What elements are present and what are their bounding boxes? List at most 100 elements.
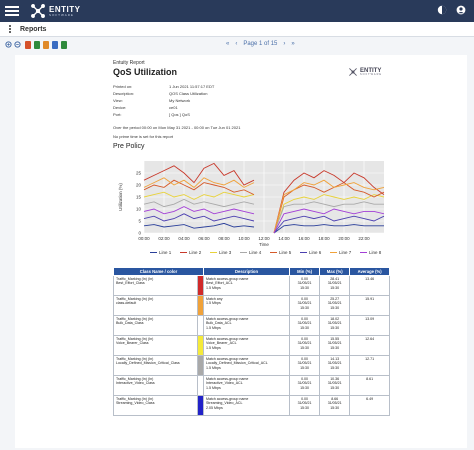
legend-label: Line 7 bbox=[339, 250, 352, 255]
class-name-cell: Traffic_Marking (In) (In) class-default bbox=[113, 295, 198, 316]
x-tick-label: 12:00 bbox=[258, 236, 270, 241]
pagination: « ‹ Page 1 of 15 › » bbox=[226, 41, 295, 47]
export-pdf-icon[interactable] bbox=[25, 41, 31, 49]
min-cell: 0.00 31/05/21 15:30 bbox=[288, 295, 321, 316]
y-tick-label: 15 bbox=[136, 195, 142, 200]
report-toolbar: « ‹ Page 1 of 15 › » bbox=[0, 40, 474, 52]
x-tick-label: 14:00 bbox=[278, 236, 290, 241]
description-cell: Match any 1.5 Mbps bbox=[203, 295, 290, 316]
entuity-report-logo-icon bbox=[349, 68, 357, 76]
logo-sub: SOFTWARE bbox=[49, 12, 74, 17]
table-row: Traffic_Marking (In) (In) Best_Effort_Cla… bbox=[113, 275, 390, 296]
class-name-cell: Traffic_Marking (In) (In) Interactive_Vid… bbox=[113, 375, 198, 396]
y-tick-label: 20 bbox=[136, 183, 142, 188]
section-title: Pre Policy bbox=[113, 143, 145, 150]
utilization-chart: 0 5 10 15 20 25 00:00 02:00 04:00 06:00 08:00 10:00… bbox=[118, 161, 385, 255]
column-header: Class Name / color bbox=[113, 267, 204, 276]
average-cell: 12.64 bbox=[349, 335, 390, 356]
export-excel-icon[interactable] bbox=[34, 41, 40, 49]
class-name-cell: Traffic_Marking (In) (In) Best_Effort_Cla… bbox=[113, 275, 198, 296]
y-tick-label: 5 bbox=[138, 219, 141, 224]
zoom-out-icon[interactable] bbox=[14, 41, 22, 49]
description-cell: Match access-group name Voice_Bearer_ACL 1… bbox=[203, 335, 290, 356]
min-cell: 0.00 31/05/21 15:30 bbox=[288, 335, 321, 356]
description-cell: Match access-group name Interactive_Video… bbox=[203, 375, 290, 396]
report-document: Entuity Report QoS Utilization ENTITY SO… bbox=[15, 55, 467, 448]
series-line bbox=[143, 222, 384, 234]
page-title: Reports bbox=[20, 25, 47, 33]
x-tick-label: 00:00 bbox=[138, 236, 150, 241]
entuity-logo: ENTITY SOFTWARE bbox=[31, 4, 80, 18]
column-header: Min (%) bbox=[288, 267, 321, 276]
column-header: Average (%) bbox=[349, 267, 390, 276]
average-cell: 15.91 bbox=[349, 295, 390, 316]
table-row: Traffic_Marking (In) (In) Locally_Defined… bbox=[113, 355, 390, 376]
description-cell: Match access-group name Streaming_Video_A… bbox=[203, 395, 290, 416]
y-tick-label: 10 bbox=[136, 207, 142, 212]
legend-label: Line 1 bbox=[159, 250, 172, 255]
description-cell: Match access-group name Best_Effort_ACL 1.… bbox=[203, 275, 290, 296]
x-tick-label: 10:00 bbox=[238, 236, 250, 241]
x-tick-label: 08:00 bbox=[218, 236, 230, 241]
average-cell: 13.09 bbox=[349, 315, 390, 336]
theme-toggle-icon[interactable] bbox=[437, 5, 447, 15]
meta-value: [ Qos ] QoS bbox=[169, 112, 190, 117]
table-header-row: Class Name / color Description Min (%) Max … bbox=[113, 267, 390, 276]
average-cell: 13.46 bbox=[349, 275, 390, 296]
legend-label: Line 6 bbox=[309, 250, 322, 255]
meta-key: Device: bbox=[113, 105, 127, 110]
export-word-icon[interactable] bbox=[52, 41, 58, 49]
max-cell: 10.36 31/05/21 15:30 bbox=[319, 375, 351, 396]
meta-key: View: bbox=[113, 98, 123, 103]
table-row: Traffic_Marking (In) (In) Bulk_Data_Class… bbox=[113, 315, 390, 336]
column-header: Max (%) bbox=[319, 267, 351, 276]
top-navigation-bar: ENTITY SOFTWARE bbox=[0, 0, 474, 22]
y-axis-label: Utilization (%) bbox=[118, 183, 123, 211]
x-tick-label: 06:00 bbox=[198, 236, 210, 241]
series-line bbox=[143, 177, 385, 234]
export-csv-icon[interactable] bbox=[43, 41, 49, 49]
table-row: Traffic_Marking (In) (In) Voice_Bearer_Cl… bbox=[113, 335, 390, 356]
previous-page-button[interactable]: ‹ bbox=[235, 41, 238, 47]
first-page-button[interactable]: « bbox=[226, 41, 230, 47]
report-logo-sub: SOFTWARE bbox=[360, 72, 383, 76]
export-xlsx-icon[interactable] bbox=[61, 41, 67, 49]
report-period: Over the period 00:00 on Mon May 31 2021… bbox=[113, 125, 241, 130]
report-title: QoS Utilization bbox=[113, 67, 177, 77]
min-cell: 0.00 31/05/21 15:30 bbox=[288, 375, 321, 396]
max-cell: 8.66 31/05/21 15:30 bbox=[319, 395, 351, 416]
zoom-in-icon[interactable] bbox=[5, 41, 13, 49]
page-header: Reports bbox=[0, 22, 474, 37]
report-logo-name: ENTITY bbox=[360, 67, 382, 74]
last-page-button[interactable]: » bbox=[291, 41, 295, 47]
next-page-button[interactable]: › bbox=[283, 41, 286, 47]
table-row: Traffic_Marking (In) (In) Streaming_Video… bbox=[113, 395, 390, 416]
page-indicator: Page 1 of 15 bbox=[243, 41, 278, 47]
series-line bbox=[143, 198, 384, 234]
max-cell: 25.27 31/05/21 15:30 bbox=[319, 295, 351, 316]
class-name-cell: Traffic_Marking (In) (In) Bulk_Data_Class bbox=[113, 315, 198, 336]
report-header: Entuity Report bbox=[113, 60, 145, 66]
max-cell: 14.13 31/05/21 15:30 bbox=[319, 355, 351, 376]
prime-time-note: No prime time is set for this report bbox=[113, 134, 174, 139]
meta-value: My Network bbox=[169, 98, 191, 103]
user-account-icon[interactable] bbox=[456, 5, 466, 15]
description-cell: Match access-group name Locally_Defined_M… bbox=[203, 355, 290, 376]
min-cell: 0.00 31/05/21 15:30 bbox=[288, 275, 321, 296]
x-tick-label: 18:00 bbox=[318, 236, 330, 241]
average-cell: 12.71 bbox=[349, 355, 390, 376]
legend-label: Line 2 bbox=[189, 250, 202, 255]
more-options-icon[interactable] bbox=[9, 25, 11, 33]
meta-value: 1 Jun 2021 11:57:17 EDT bbox=[169, 84, 215, 89]
series-line bbox=[143, 162, 385, 234]
series-line bbox=[143, 213, 385, 234]
average-cell: 8.61 bbox=[349, 375, 390, 396]
min-cell: 0.00 31/05/21 15:30 bbox=[288, 355, 321, 376]
x-axis-label: Time bbox=[259, 242, 269, 247]
entuity-logo-mark-icon bbox=[31, 4, 45, 18]
x-tick-label: 02:00 bbox=[158, 236, 170, 241]
menu-icon[interactable] bbox=[5, 6, 19, 16]
table-row: Traffic_Marking (In) (In) Interactive_Vid… bbox=[113, 375, 390, 396]
logo-name: ENTITY bbox=[49, 4, 81, 14]
class-name-cell: Traffic_Marking (In) (In) Voice_Bearer_Cl… bbox=[113, 335, 198, 356]
